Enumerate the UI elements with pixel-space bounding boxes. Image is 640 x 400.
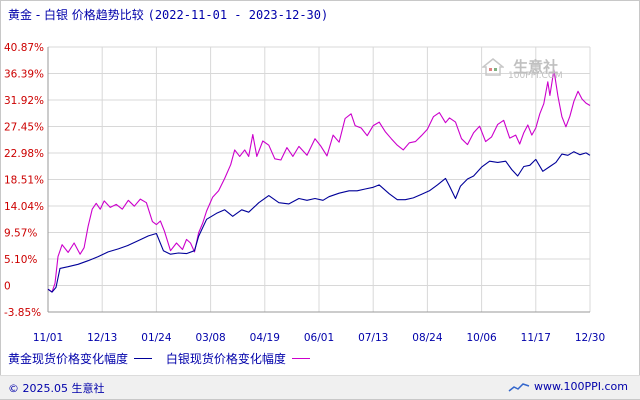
watermark-name: 生意社 bbox=[513, 58, 559, 76]
x-tick-label: 08/24 bbox=[412, 332, 443, 344]
y-tick-label: 27.45% bbox=[4, 122, 44, 134]
house-logo-icon bbox=[480, 57, 506, 76]
chart-logo-icon bbox=[508, 383, 530, 392]
x-tick-label: 11/17 bbox=[521, 332, 551, 344]
y-axis-tick-labels: 40.87% 36.39% 31.92% 27.45% 22.98% 18.51% 14.0… bbox=[4, 42, 44, 319]
y-tick-label: 5.10% bbox=[4, 254, 37, 266]
legend-swatch-gold bbox=[134, 358, 153, 359]
series-line-silver bbox=[47, 69, 591, 293]
y-tick-label: 9.57% bbox=[4, 228, 37, 240]
footer-copyright: © 2025.05 生意社 bbox=[8, 382, 105, 395]
watermark: 生意社 100PPI.COM bbox=[480, 56, 563, 81]
x-tick-label: 06/01 bbox=[304, 332, 334, 344]
watermark-url: 100PPI.COM bbox=[508, 71, 563, 81]
title-date-range: (2022-11-01 - 2023-12-30) bbox=[147, 8, 329, 22]
y-tick-label: 31.92% bbox=[4, 95, 44, 107]
series-line-gold bbox=[47, 151, 591, 293]
x-tick-label: 04/19 bbox=[250, 332, 280, 344]
footer-bar: © 2025.05 生意社 www.100PPI.com bbox=[0, 375, 640, 399]
x-tick-label: 01/24 bbox=[141, 332, 172, 344]
title-text: 黄金 - 白银 价格趋势比较 bbox=[8, 8, 144, 22]
y-tick-label: 36.39% bbox=[4, 69, 44, 81]
footer-site[interactable]: www.100PPI.com bbox=[508, 380, 628, 393]
legend-label-gold: 黄金现货价格变化幅度 bbox=[8, 352, 129, 366]
x-tick-label: 03/08 bbox=[195, 332, 225, 344]
y-tick-label: 18.51% bbox=[4, 175, 44, 187]
footer-site-url[interactable]: www.100PPI.com bbox=[534, 380, 628, 393]
grid bbox=[47, 46, 591, 313]
x-tick-label: 11/01 bbox=[33, 332, 63, 344]
y-tick-label: 40.87% bbox=[4, 42, 44, 54]
series-lines bbox=[47, 69, 591, 293]
y-tick-label: 0 bbox=[4, 281, 11, 293]
legend-label-silver: 白银现货价格变化幅度 bbox=[165, 352, 286, 366]
axes bbox=[47, 47, 590, 313]
y-tick-label: 22.98% bbox=[4, 148, 44, 160]
x-tick-label: 12/30 bbox=[575, 332, 605, 344]
x-tick-label: 12/13 bbox=[87, 332, 117, 344]
legend-item-gold: 黄金现货价格变化幅度 bbox=[8, 350, 153, 367]
chart-legend: 黄金现货价格变化幅度 白银现货价格变化幅度 bbox=[8, 350, 320, 367]
chart-title: 黄金 - 白银 价格趋势比较 (2022-11-01 - 2023-12-30) bbox=[8, 6, 328, 23]
y-tick-label: -3.85% bbox=[4, 307, 41, 319]
y-tick-label: 14.04% bbox=[4, 201, 44, 213]
x-tick-label: 07/13 bbox=[358, 332, 388, 344]
legend-item-silver: 白银现货价格变化幅度 bbox=[166, 350, 310, 367]
x-tick-label: 10/06 bbox=[466, 332, 497, 344]
legend-swatch-silver bbox=[291, 358, 310, 359]
x-axis-tick-labels: 11/01 12/13 01/24 03/08 04/19 06/01 07/13 08/24… bbox=[33, 332, 605, 344]
